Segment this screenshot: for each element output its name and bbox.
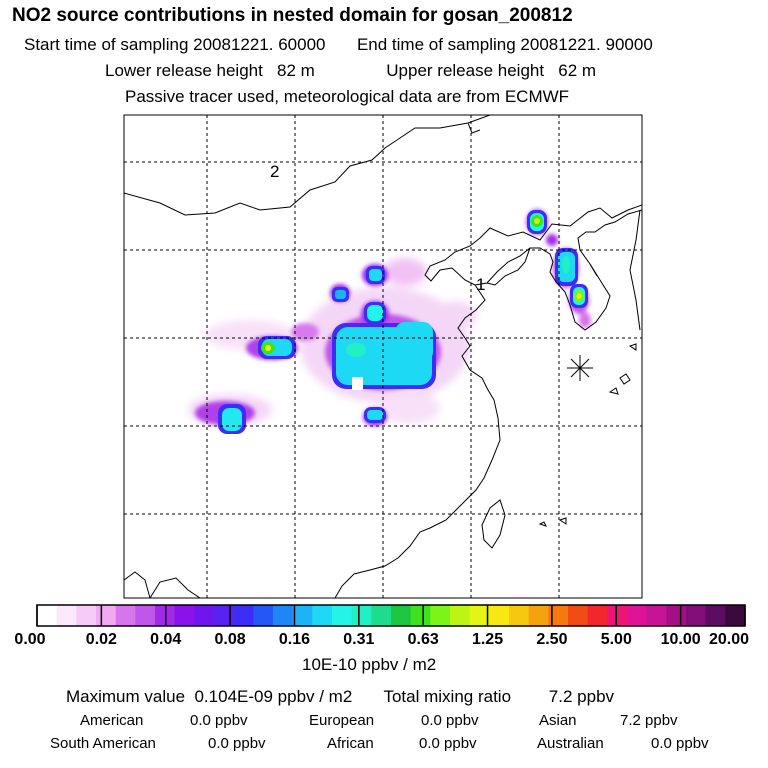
colorbar-swatch xyxy=(37,605,58,626)
colorbar-swatch xyxy=(76,605,97,626)
colorbar-tick-label: 0.16 xyxy=(278,631,311,648)
region-name-south-american: South American xyxy=(50,735,156,752)
colorbar-tick-label: 20.00 xyxy=(708,631,750,648)
sampling-times: Start time of sampling 20081221. 60000 E… xyxy=(24,36,653,53)
region-name-european: European xyxy=(309,712,375,729)
upper-release-height: Upper release height 62 m xyxy=(386,61,597,80)
colorbar-swatch xyxy=(450,605,471,626)
figure-title: NO2 source contributions in nested domai… xyxy=(12,5,573,26)
region-name-australian: Australian xyxy=(537,735,604,752)
colorbar xyxy=(36,604,746,627)
colorbar-swatch xyxy=(135,605,156,626)
colorbar-swatch xyxy=(725,605,746,626)
region-name-african: African xyxy=(327,735,374,752)
colorbar-tick-label: 0.02 xyxy=(85,631,117,648)
colorbar-swatch xyxy=(469,605,490,626)
tracer-note: Passive tracer used, meteorological data… xyxy=(125,87,570,106)
plume-peaks xyxy=(261,215,584,357)
colorbar-tick-label: 0.63 xyxy=(407,631,439,648)
colorbar-swatch xyxy=(194,605,215,626)
colorbar-swatch xyxy=(351,605,372,626)
start-time-label: Start time of sampling 20081221. 60000 xyxy=(24,35,326,54)
colorbar-swatch xyxy=(528,605,549,626)
colorbar-swatch xyxy=(705,605,726,626)
region-value-australian: 0.0 ppbv xyxy=(651,735,709,752)
colorbar-swatch xyxy=(666,605,687,626)
colorbar-tick-label: 1.25 xyxy=(471,631,504,648)
region-value-european: 0.0 ppbv xyxy=(421,712,479,729)
region-label-1: 1 xyxy=(476,275,485,294)
colorbar-swatch xyxy=(489,605,510,626)
colorbar-swatch xyxy=(115,605,136,626)
colorbar-swatch xyxy=(548,605,569,626)
colorbar-unit: 10E-10 ppbv / m2 xyxy=(302,655,437,674)
receptor-asterisk-icon xyxy=(567,355,593,381)
colorbar-tick-label: 0.08 xyxy=(214,631,246,648)
colorbar-swatch xyxy=(332,605,353,626)
colorbar-swatch xyxy=(56,605,77,626)
colorbar-swatch xyxy=(233,605,254,626)
colorbar-swatch xyxy=(607,605,628,626)
colorbar-swatch xyxy=(174,605,195,626)
colorbar-swatch xyxy=(96,605,117,626)
maximum-value: Maximum value 0.104E-09 ppbv / m2 xyxy=(66,687,353,706)
colorbar-tick-label: 10.00 xyxy=(660,631,701,648)
region-value-african: 0.0 ppbv xyxy=(419,735,477,752)
colorbar-tick-label: 0.31 xyxy=(343,631,375,648)
region-name-asian: Asian xyxy=(539,712,577,729)
colorbar-swatch xyxy=(312,605,333,626)
colorbar-swatch xyxy=(686,605,707,626)
colorbar-swatch xyxy=(587,605,608,626)
colorbar-swatch xyxy=(627,605,648,626)
colorbar-tick-label: 5.00 xyxy=(600,631,632,648)
end-time-label: End time of sampling 20081221. 90000 xyxy=(356,35,653,54)
colorbar-swatch xyxy=(292,605,313,626)
region-value-american: 0.0 ppbv xyxy=(190,712,248,729)
colorbar-swatch xyxy=(273,605,294,626)
colorbar-swatch xyxy=(410,605,431,626)
colorbar-swatch xyxy=(509,605,530,626)
lower-release-height: Lower release height 82 m xyxy=(105,61,315,80)
colorbar-swatch xyxy=(214,605,235,626)
colorbar-tick-label: 0.04 xyxy=(150,631,182,648)
region-label-2: 2 xyxy=(270,162,279,181)
summary-line: Maximum value 0.104E-09 ppbv / m2 Total … xyxy=(66,688,614,705)
colorbar-swatch xyxy=(371,605,392,626)
colorbar-swatch xyxy=(568,605,589,626)
colorbar-swatch xyxy=(391,605,412,626)
colorbar-swatch xyxy=(253,605,274,626)
colorbar-frame xyxy=(36,604,746,627)
total-mixing-ratio: Total mixing ratio 7.2 ppbv xyxy=(383,687,615,706)
colorbar-tick-label: 0.00 xyxy=(14,631,46,648)
region-name-american: American xyxy=(80,712,144,729)
gridlines xyxy=(124,115,642,598)
colorbar-swatch xyxy=(430,605,451,626)
region-value-asian: 7.2 ppbv xyxy=(620,712,678,729)
colorbar-swatch xyxy=(646,605,667,626)
release-heights: Lower release height 82 m Upper release … xyxy=(105,62,596,79)
coastlines xyxy=(124,115,642,598)
region-value-south-american: 0.0 ppbv xyxy=(208,735,266,752)
colorbar-tick-label: 2.50 xyxy=(536,631,568,648)
